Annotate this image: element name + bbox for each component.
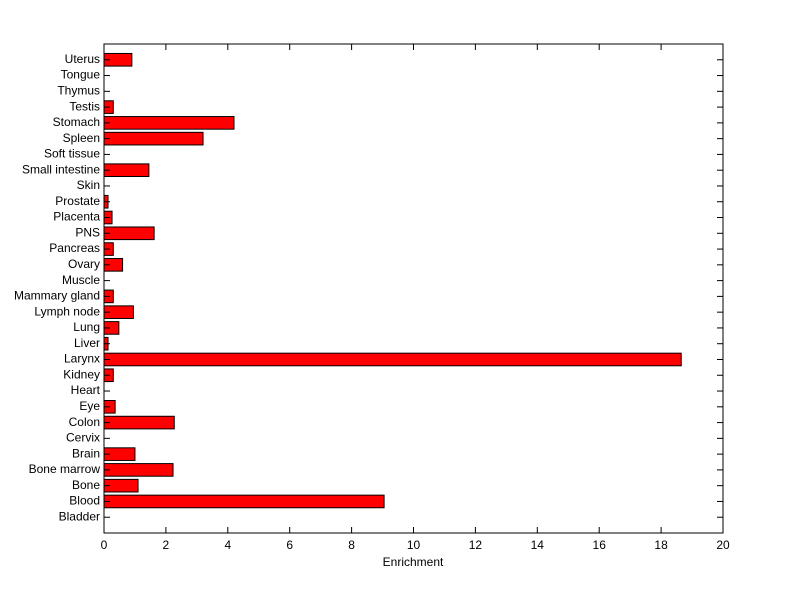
x-tick-label: 14 [531, 538, 545, 552]
y-tick-label: Muscle [62, 273, 100, 287]
y-tick-label: Small intestine [22, 162, 100, 176]
bar [103, 352, 682, 367]
y-tick-label: Spleen [63, 131, 100, 145]
bar [103, 494, 385, 509]
x-tick-label: 2 [163, 538, 170, 552]
y-tick-label: Placenta [53, 210, 100, 224]
axes-box [103, 43, 724, 534]
y-tick-label: Uterus [65, 52, 100, 66]
y-tick-label: Stomach [53, 115, 100, 129]
y-tick-label: Brain [72, 446, 100, 460]
y-tick-label: Lymph node [34, 304, 100, 318]
bar [103, 463, 174, 477]
y-tick-label: Blood [69, 494, 100, 508]
y-tick-label: Bone [72, 478, 100, 492]
y-tick-label: Tongue [61, 68, 101, 82]
x-tick-label: 20 [716, 538, 730, 552]
x-tick-label: 4 [224, 538, 231, 552]
x-tick-label: 8 [348, 538, 355, 552]
x-tick-label: 18 [654, 538, 668, 552]
x-axis-label: Enrichment [383, 555, 444, 569]
y-tick-label: Kidney [63, 367, 100, 381]
y-tick-label: Eye [79, 399, 100, 413]
y-tick-label: Skin [77, 178, 100, 192]
y-tick-label: Bone marrow [29, 462, 101, 476]
y-tick-label: Liver [74, 336, 100, 350]
y-tick-label: Ovary [68, 257, 100, 271]
y-tick-label: Mammary gland [14, 289, 100, 303]
y-tick-label: Bladder [59, 509, 100, 523]
bar [103, 415, 175, 430]
bar [103, 116, 235, 130]
y-tick-label: PNS [75, 225, 100, 239]
x-tick-label: 6 [286, 538, 293, 552]
y-tick-label: Heart [71, 383, 101, 397]
y-tick-label: Pancreas [49, 241, 100, 255]
y-tick-label: Cervix [66, 431, 100, 445]
y-tick-label: Colon [69, 415, 100, 429]
y-tick-label: Soft tissue [44, 147, 100, 161]
bar [103, 131, 204, 146]
y-tick-label: Lung [73, 320, 100, 334]
x-tick-label: 16 [593, 538, 607, 552]
x-tick-label: 12 [469, 538, 483, 552]
x-tick-label: 10 [407, 538, 421, 552]
x-tick-label: 0 [101, 538, 108, 552]
y-tick-label: Larynx [64, 352, 100, 366]
y-tick-label: Thymus [57, 83, 100, 97]
bar [103, 226, 155, 241]
bar [103, 163, 150, 178]
y-tick-label: Testis [69, 99, 100, 113]
y-tick-label: Prostate [55, 194, 100, 208]
